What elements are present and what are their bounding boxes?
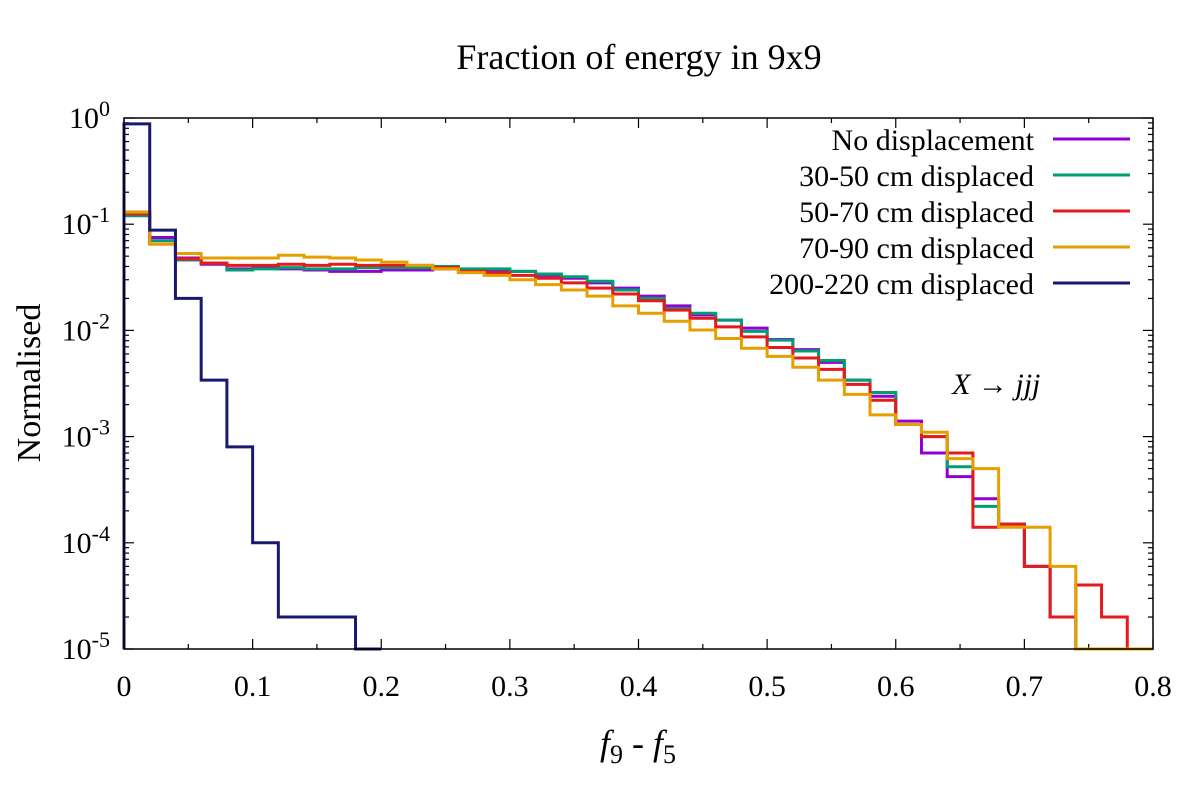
legend-label: 200-220 cm displaced xyxy=(769,268,1034,301)
chart-title: Fraction of energy in 9x9 xyxy=(456,37,821,77)
x-tick-label: 0.2 xyxy=(363,670,401,703)
x-tick-label: 0.1 xyxy=(234,670,272,703)
legend-label: 70-90 cm displaced xyxy=(799,232,1034,265)
y-tick-label-base: 10 xyxy=(62,527,92,560)
x-axis-label: f9 - f5 xyxy=(600,723,676,769)
y-tick-label-exponent: 0 xyxy=(99,96,110,121)
y-tick-label-exponent: -1 xyxy=(92,202,110,227)
y-tick-label-exponent: -4 xyxy=(92,521,110,546)
series-line-4 xyxy=(122,210,1153,651)
series-group xyxy=(122,122,1153,651)
y-tick-label-exponent: -2 xyxy=(92,308,110,333)
y-tick-label: 10-2 xyxy=(62,308,110,347)
y-tick-label: 10-4 xyxy=(62,521,110,560)
y-tick-label-base: 10 xyxy=(62,421,92,454)
series-line-5 xyxy=(122,122,382,651)
axis-ticks xyxy=(123,117,1154,650)
x-tick-label: 0.8 xyxy=(1134,670,1172,703)
annotation-process: X → jjj xyxy=(951,368,1040,401)
y-tick-label-base: 10 xyxy=(69,102,99,135)
x-tick-label: 0.3 xyxy=(491,670,529,703)
x-tick-label: 0.4 xyxy=(620,670,658,703)
y-tick-label: 100 xyxy=(69,96,110,135)
x-tick-label: 0.5 xyxy=(748,670,786,703)
y-tick-label-exponent: -5 xyxy=(92,627,110,652)
x-tick-label: 0 xyxy=(117,670,132,703)
x-tick-labels: 0 0.1 0.2 0.3 0.4 0.5 0.6 0.7 0.8 xyxy=(117,670,1172,703)
y-tick-label: 10-1 xyxy=(62,202,110,241)
x-axis-label-sub2: 5 xyxy=(663,740,676,769)
legend-label: 30-50 cm displaced xyxy=(799,160,1034,193)
x-tick-label: 0.6 xyxy=(877,670,915,703)
y-tick-label-base: 10 xyxy=(62,633,92,666)
x-axis-label-sep: - xyxy=(623,723,653,763)
legend-label: 50-70 cm displaced xyxy=(799,196,1034,229)
y-axis-label: Normalised xyxy=(11,304,48,463)
series-line-3 xyxy=(122,212,1153,651)
y-tick-label: 10-3 xyxy=(62,415,110,454)
y-tick-label-base: 10 xyxy=(62,314,92,347)
legend-label: No displacement xyxy=(832,124,1035,157)
y-tick-label: 10-5 xyxy=(62,627,110,666)
y-tick-label-exponent: -3 xyxy=(92,415,110,440)
plot-frame xyxy=(123,117,1154,650)
x-tick-label: 0.7 xyxy=(1006,670,1044,703)
x-axis-label-sub1: 9 xyxy=(610,740,623,769)
y-tick-label-base: 10 xyxy=(62,208,92,241)
